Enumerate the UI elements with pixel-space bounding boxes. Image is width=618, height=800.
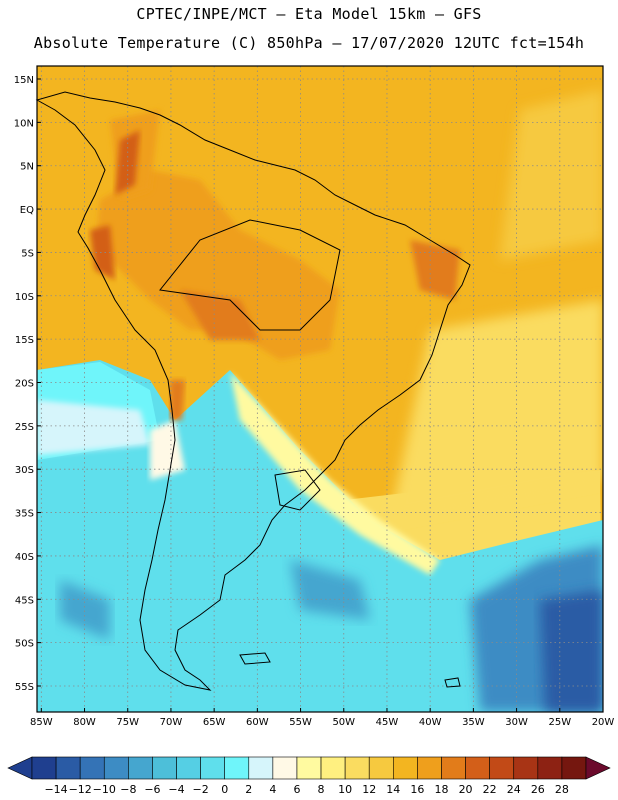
colorbar-cell bbox=[513, 756, 539, 780]
colorbar-label: −14 bbox=[44, 783, 67, 796]
lat-label: 5N bbox=[20, 162, 34, 173]
lon-label: 30W bbox=[505, 717, 528, 728]
lat-label: 5S bbox=[21, 248, 34, 259]
colorbar-cell bbox=[417, 756, 442, 780]
latitude-labels: 15N 10N 5N EQ 5S 10S 15S 20S 25S 30S 35S 40S 45S 50S 5… bbox=[14, 75, 41, 693]
colorbar-cell bbox=[441, 756, 466, 780]
lon-label: 25W bbox=[548, 717, 571, 728]
colorbar-min-arrow bbox=[7, 756, 33, 780]
title-line-1: CPTEC/INPE/MCT – Eta Model 15km – GFS bbox=[136, 5, 482, 23]
lat-label: 10S bbox=[15, 292, 34, 303]
colorbar-cell bbox=[393, 756, 418, 780]
lon-label: 70W bbox=[160, 717, 183, 728]
colorbar-label: −6 bbox=[144, 783, 160, 796]
lon-label: 45W bbox=[376, 717, 399, 728]
lon-label: 55W bbox=[289, 717, 312, 728]
colorbar-label: −4 bbox=[168, 783, 184, 796]
longitude-labels: 85W 80W 75W 70W 65W 60W 55W 50W 45W 40W 35W 30W 25W 2… bbox=[30, 708, 614, 728]
colorbar-max-arrow bbox=[585, 756, 611, 780]
colorbar-label: −12 bbox=[69, 783, 92, 796]
lat-label: 40S bbox=[15, 552, 34, 563]
colorbar: −14 −12 −10 −8 −6 −4 −2 0 2 4 6 8 10 12 14 16 18 20 22 24 26… bbox=[7, 756, 611, 796]
lon-label: 60W bbox=[246, 717, 269, 728]
colorbar-label: 2 bbox=[245, 783, 252, 796]
colorbar-cell bbox=[152, 756, 177, 780]
lat-label: 15S bbox=[15, 335, 34, 346]
lat-label: 45S bbox=[15, 595, 34, 606]
colorbar-cell bbox=[320, 756, 346, 780]
colorbar-cell bbox=[55, 756, 81, 780]
colorbar-cell bbox=[344, 756, 370, 780]
lat-label: 15N bbox=[14, 75, 34, 86]
lat-label: 50S bbox=[15, 639, 34, 650]
lat-label: 25S bbox=[15, 422, 34, 433]
colorbar-cell bbox=[465, 756, 490, 780]
colorbar-label: 20 bbox=[459, 783, 473, 796]
colorbar-cell bbox=[200, 756, 225, 780]
lon-label: 35W bbox=[462, 717, 485, 728]
colorbar-label: 4 bbox=[269, 783, 276, 796]
colorbar-label: 16 bbox=[410, 783, 424, 796]
colorbar-cell bbox=[561, 756, 587, 780]
colorbar-cell bbox=[489, 756, 515, 780]
colorbar-label: 24 bbox=[507, 783, 521, 796]
colorbar-cell bbox=[176, 756, 201, 780]
colorbar-cell bbox=[31, 756, 57, 780]
colorbar-label: −8 bbox=[120, 783, 136, 796]
coastline bbox=[35, 91, 471, 691]
colorbar-cell bbox=[103, 756, 129, 780]
colorbar-label: 12 bbox=[362, 783, 376, 796]
colorbar-label: 10 bbox=[338, 783, 352, 796]
colorbar-cell bbox=[128, 756, 153, 780]
colorbar-label: 14 bbox=[386, 783, 400, 796]
map-frame bbox=[36, 65, 604, 713]
colorbar-cell bbox=[79, 756, 105, 780]
colorbar-label: 0 bbox=[221, 783, 228, 796]
lat-label: 55S bbox=[15, 682, 34, 693]
colorbar-label: 6 bbox=[293, 783, 300, 796]
colorbar-label: 28 bbox=[555, 783, 569, 796]
colorbar-label: 8 bbox=[318, 783, 325, 796]
lat-label: 20S bbox=[15, 378, 34, 389]
colorbar-label: 18 bbox=[434, 783, 448, 796]
colorbar-cell bbox=[296, 756, 322, 780]
colorbar-cell bbox=[537, 756, 563, 780]
colorbar-label: 22 bbox=[483, 783, 497, 796]
lat-label: 10N bbox=[14, 118, 34, 129]
lon-label: 80W bbox=[73, 717, 96, 728]
colorbar-cell bbox=[368, 756, 394, 780]
temperature-map: 15N 10N 5N EQ 5S 10S 15S 20S 25S 30S 35S 40S 45S 50S 5… bbox=[14, 65, 614, 728]
lon-label: 75W bbox=[116, 717, 139, 728]
colorbar-label: −2 bbox=[192, 783, 208, 796]
colorbar-label: −10 bbox=[93, 783, 116, 796]
colorbar-label: 26 bbox=[531, 783, 545, 796]
title-line-2: Absolute Temperature (C) 850hPa – 17/07/… bbox=[33, 34, 585, 52]
colorbar-cell bbox=[224, 756, 250, 780]
colorbar-cell bbox=[248, 756, 274, 780]
colorbar-cell bbox=[272, 756, 298, 780]
temperature-field bbox=[37, 66, 603, 712]
lon-label: 20W bbox=[592, 717, 615, 728]
lat-label: 30S bbox=[15, 465, 34, 476]
lon-label: 40W bbox=[419, 717, 442, 728]
lon-label: 85W bbox=[30, 717, 53, 728]
lat-label: 35S bbox=[15, 509, 34, 520]
lat-label: EQ bbox=[20, 205, 34, 216]
lon-label: 50W bbox=[332, 717, 355, 728]
lon-label: 65W bbox=[203, 717, 226, 728]
